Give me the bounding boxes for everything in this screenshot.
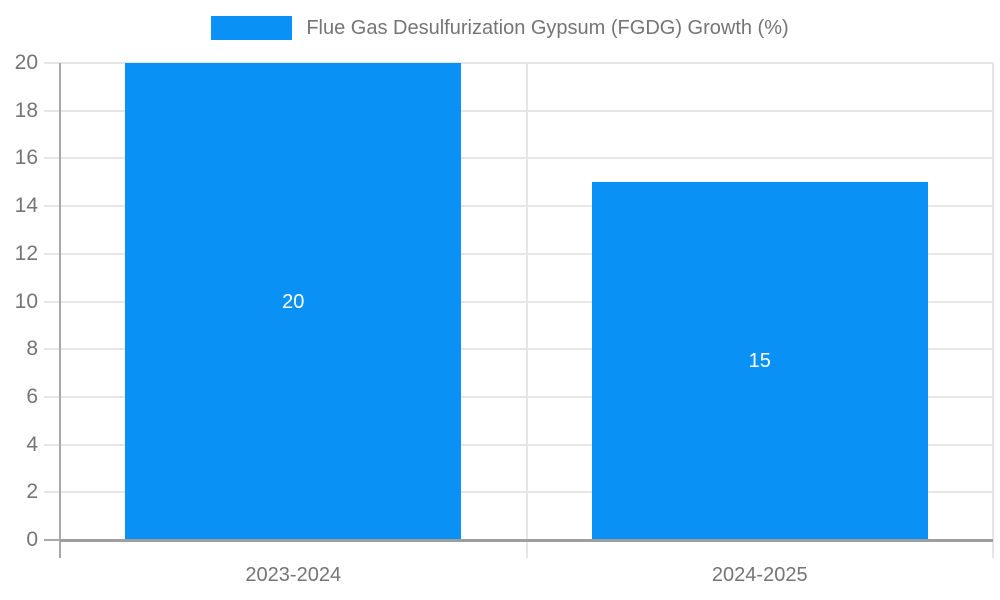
y-gridline bbox=[44, 443, 993, 446]
y-tick-label: 12 bbox=[14, 241, 38, 265]
x-tick-label: 2024-2025 bbox=[711, 564, 808, 586]
y-axis-line bbox=[59, 63, 61, 558]
y-tick-label: 4 bbox=[26, 432, 38, 456]
y-tick-label: 0 bbox=[26, 528, 38, 551]
y-gridline bbox=[44, 109, 993, 112]
y-tick-label: 8 bbox=[26, 337, 38, 361]
y-axis-tick bbox=[44, 539, 60, 541]
y-gridline bbox=[44, 395, 993, 398]
x-axis-line bbox=[60, 538, 993, 542]
y-gridline bbox=[44, 491, 993, 494]
y-gridline bbox=[44, 157, 993, 160]
y-tick-label: 6 bbox=[26, 384, 38, 408]
y-gridline bbox=[44, 62, 993, 64]
bar-value-label: 15 bbox=[748, 350, 771, 373]
legend-label: Flue Gas Desulfurization Gypsum (FGDG) G… bbox=[306, 16, 789, 39]
bar[interactable] bbox=[591, 182, 928, 540]
legend[interactable]: Flue Gas Desulfurization Gypsum (FGDG) G… bbox=[0, 16, 1000, 40]
y-tick-label: 20 bbox=[14, 51, 38, 74]
y-tick-label: 14 bbox=[14, 194, 38, 218]
bar[interactable] bbox=[125, 63, 462, 540]
y-tick-label: 10 bbox=[14, 289, 38, 313]
bar-value-label: 20 bbox=[282, 290, 305, 313]
legend-swatch bbox=[211, 16, 293, 40]
x-tick-label: 2023-2024 bbox=[245, 564, 342, 586]
y-tick-label: 18 bbox=[14, 98, 38, 122]
y-gridline bbox=[44, 205, 993, 208]
y-tick-label: 2 bbox=[26, 480, 38, 504]
y-gridline bbox=[44, 348, 993, 351]
y-tick-label: 16 bbox=[14, 146, 38, 170]
x-gridline bbox=[525, 63, 528, 558]
x-gridline bbox=[992, 63, 994, 558]
y-gridline bbox=[44, 300, 993, 303]
y-gridline bbox=[44, 252, 993, 255]
